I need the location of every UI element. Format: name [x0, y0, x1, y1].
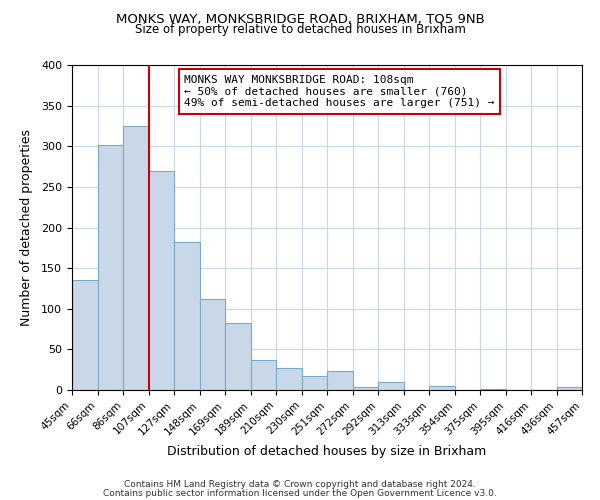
Text: Size of property relative to detached houses in Brixham: Size of property relative to detached ho…: [134, 22, 466, 36]
Bar: [302, 376, 327, 390]
Bar: [251, 360, 276, 390]
Text: Contains HM Land Registry data © Crown copyright and database right 2024.: Contains HM Land Registry data © Crown c…: [124, 480, 476, 489]
Bar: [480, 389, 505, 390]
Text: MONKS WAY, MONKSBRIDGE ROAD, BRIXHAM, TQ5 9NB: MONKS WAY, MONKSBRIDGE ROAD, BRIXHAM, TQ…: [116, 12, 484, 26]
Bar: [557, 387, 582, 390]
Text: Contains public sector information licensed under the Open Government Licence v3: Contains public sector information licen…: [103, 488, 497, 498]
Bar: [149, 170, 174, 390]
Bar: [174, 242, 199, 390]
X-axis label: Distribution of detached houses by size in Brixham: Distribution of detached houses by size …: [167, 445, 487, 458]
Text: MONKS WAY MONKSBRIDGE ROAD: 108sqm
← 50% of detached houses are smaller (760)
49: MONKS WAY MONKSBRIDGE ROAD: 108sqm ← 50%…: [184, 74, 494, 108]
Bar: [72, 280, 97, 390]
Bar: [97, 144, 123, 390]
Bar: [225, 322, 251, 390]
Bar: [429, 386, 455, 390]
Bar: [378, 382, 404, 390]
Bar: [276, 368, 302, 390]
Bar: [327, 370, 353, 390]
Bar: [353, 387, 378, 390]
Bar: [123, 126, 149, 390]
Y-axis label: Number of detached properties: Number of detached properties: [20, 129, 33, 326]
Bar: [199, 299, 225, 390]
